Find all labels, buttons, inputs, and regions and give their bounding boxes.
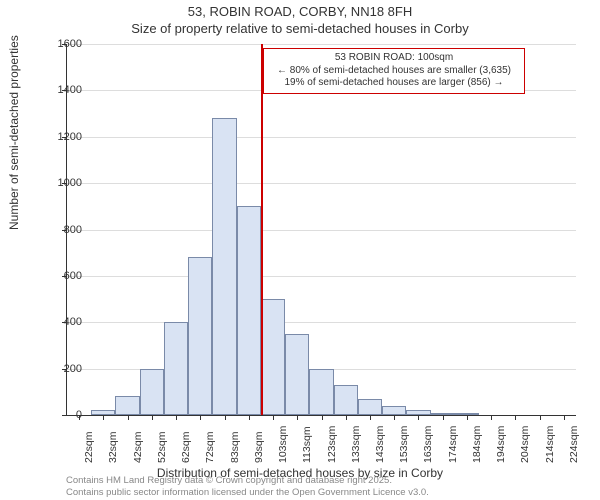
y-tick-label: 600 <box>42 270 82 282</box>
plot-area: 22sqm32sqm42sqm52sqm62sqm72sqm83sqm93sqm… <box>66 44 576 416</box>
x-tick-label: 174sqm <box>447 426 459 463</box>
y-tick-label: 200 <box>42 363 82 375</box>
gridline <box>67 44 576 45</box>
histogram-bar <box>261 299 285 415</box>
gridline <box>67 276 576 277</box>
gridline <box>67 137 576 138</box>
gridline <box>67 183 576 184</box>
x-tick-label: 204sqm <box>519 426 531 463</box>
x-tick <box>443 415 444 420</box>
y-tick-label: 1400 <box>42 84 82 96</box>
x-tick-label: 113sqm <box>301 426 313 463</box>
gridline <box>67 230 576 231</box>
y-tick-label: 0 <box>42 409 82 421</box>
x-tick-label: 224sqm <box>568 426 580 463</box>
annotation-line: 19% of semi-detached houses are larger (… <box>270 77 518 90</box>
x-tick-label: 103sqm <box>277 426 289 463</box>
x-tick <box>467 415 468 420</box>
x-tick-label: 143sqm <box>374 426 386 463</box>
histogram-bar <box>334 385 358 415</box>
x-tick <box>249 415 250 420</box>
x-tick-label: 93sqm <box>253 431 265 463</box>
x-tick <box>297 415 298 420</box>
x-tick <box>418 415 419 420</box>
histogram-bar <box>309 369 333 415</box>
x-tick <box>540 415 541 420</box>
x-tick-label: 62sqm <box>180 431 192 463</box>
footnote: Contains HM Land Registry data © Crown c… <box>66 475 429 498</box>
annotation-line: ← 80% of semi-detached houses are smalle… <box>270 65 518 78</box>
x-tick <box>346 415 347 420</box>
x-tick <box>103 415 104 420</box>
x-tick-label: 52sqm <box>156 431 168 463</box>
x-tick <box>128 415 129 420</box>
title-address: 53, ROBIN ROAD, CORBY, NN18 8FH <box>0 4 600 19</box>
x-tick <box>564 415 565 420</box>
x-tick <box>515 415 516 420</box>
histogram-bar <box>164 322 188 415</box>
y-axis-label: Number of semi-detached properties <box>7 35 21 230</box>
annotation-line: 53 ROBIN ROAD: 100sqm <box>270 52 518 65</box>
y-tick-label: 800 <box>42 224 82 236</box>
x-tick-label: 42sqm <box>132 431 144 463</box>
histogram-bar <box>188 257 212 415</box>
chart-title: 53, ROBIN ROAD, CORBY, NN18 8FH Size of … <box>0 4 600 36</box>
x-tick-label: 163sqm <box>422 426 434 463</box>
x-tick-label: 32sqm <box>107 431 119 463</box>
x-tick-label: 22sqm <box>83 431 95 463</box>
annotation-callout: 53 ROBIN ROAD: 100sqm← 80% of semi-detac… <box>263 48 525 94</box>
histogram-bar <box>212 118 236 415</box>
histogram-bar <box>382 406 406 415</box>
title-subtitle: Size of property relative to semi-detach… <box>0 21 600 36</box>
x-tick <box>394 415 395 420</box>
property-size-histogram: 53, ROBIN ROAD, CORBY, NN18 8FH Size of … <box>0 0 600 500</box>
x-tick-label: 194sqm <box>495 426 507 463</box>
x-tick <box>225 415 226 420</box>
x-tick-label: 153sqm <box>398 426 410 463</box>
x-tick <box>370 415 371 420</box>
x-tick-label: 184sqm <box>471 426 483 463</box>
y-tick-label: 1600 <box>42 38 82 50</box>
x-tick <box>273 415 274 420</box>
x-tick <box>176 415 177 420</box>
y-tick-label: 1000 <box>42 177 82 189</box>
histogram-bar <box>115 396 139 415</box>
histogram-bar <box>358 399 382 415</box>
y-tick-label: 1200 <box>42 131 82 143</box>
x-tick-label: 83sqm <box>229 431 241 463</box>
x-tick-label: 133sqm <box>350 426 362 463</box>
reference-line <box>261 44 263 415</box>
gridline <box>67 322 576 323</box>
y-tick-label: 400 <box>42 316 82 328</box>
histogram-bar <box>140 369 164 415</box>
x-tick <box>491 415 492 420</box>
x-tick <box>152 415 153 420</box>
x-tick-label: 72sqm <box>204 431 216 463</box>
footnote-line1: Contains HM Land Registry data © Crown c… <box>66 475 429 486</box>
x-tick-label: 123sqm <box>326 426 338 463</box>
x-tick <box>322 415 323 420</box>
x-tick <box>200 415 201 420</box>
footnote-line2: Contains public sector information licen… <box>66 487 429 498</box>
x-tick-label: 214sqm <box>544 426 556 463</box>
histogram-bar <box>285 334 309 415</box>
histogram-bar <box>237 206 261 415</box>
